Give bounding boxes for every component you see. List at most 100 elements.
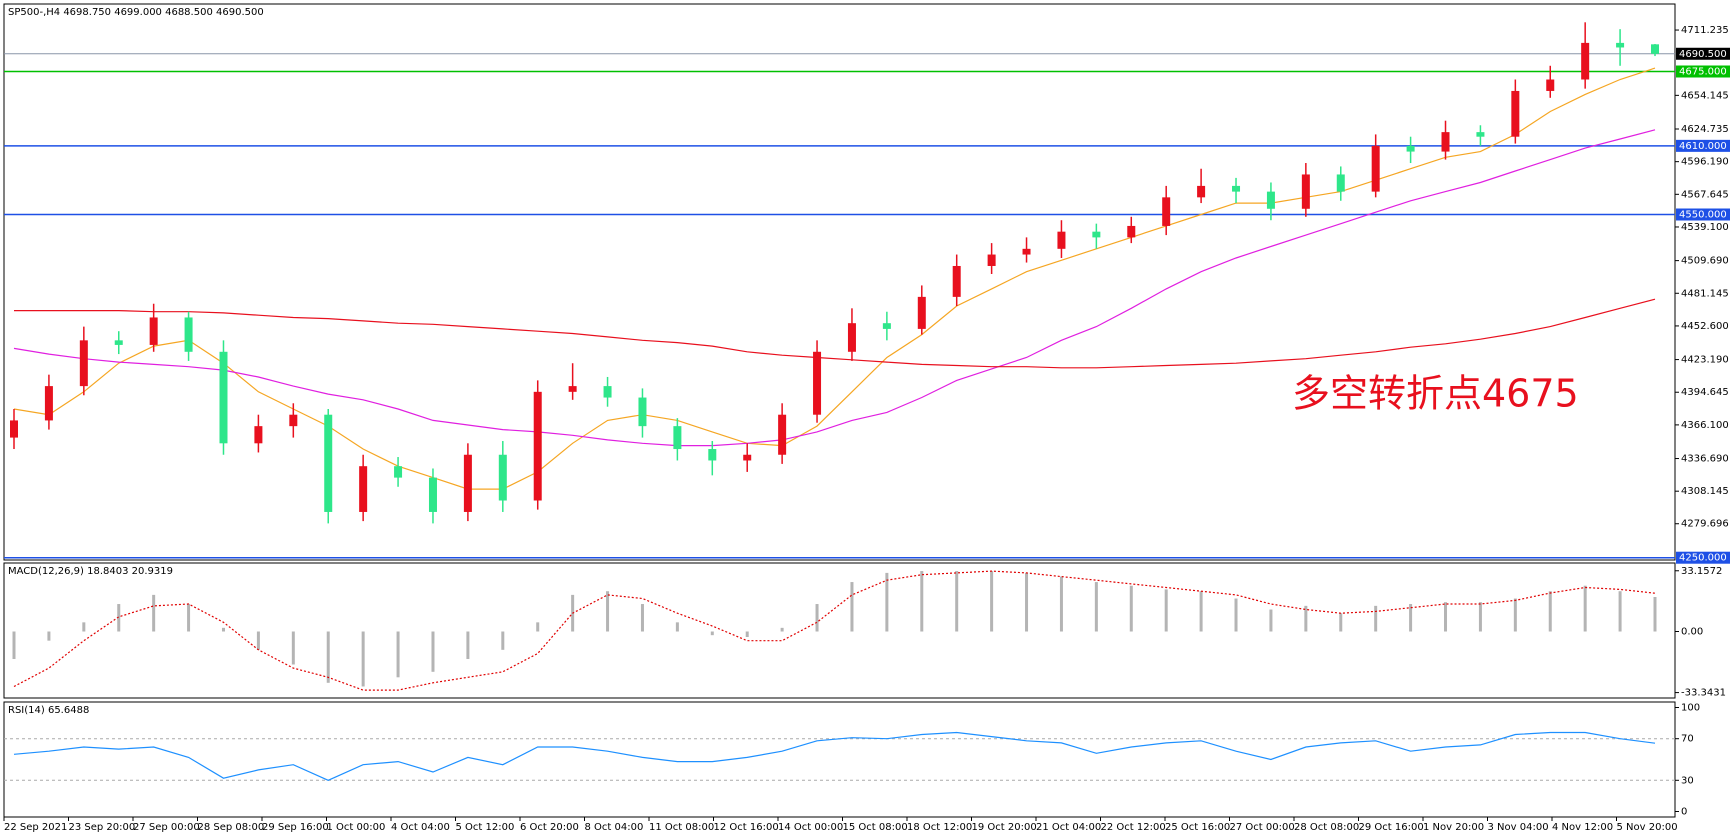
moving-average xyxy=(14,298,1656,369)
candle-body xyxy=(10,420,18,438)
macd-bar xyxy=(850,582,854,632)
candle-body xyxy=(1127,225,1136,238)
macd-bar xyxy=(466,631,470,659)
macd-bar xyxy=(1234,598,1238,632)
x-tick-label: 22 Sep 2021 xyxy=(4,822,67,833)
macd-bar xyxy=(990,571,994,632)
macd-bar xyxy=(1478,602,1482,632)
macd-bar xyxy=(1618,591,1622,632)
macd-bar xyxy=(1199,591,1203,632)
candle-body xyxy=(254,426,263,444)
candle-body xyxy=(1616,42,1625,48)
x-tick-label: 12 Oct 16:00 xyxy=(714,822,779,833)
macd-bar xyxy=(536,622,540,632)
candle-body xyxy=(708,449,717,461)
level-label: 4550.000 xyxy=(1679,210,1727,221)
macd-bar xyxy=(1583,585,1587,632)
macd-bar xyxy=(1548,591,1552,632)
x-tick-label: 27 Oct 00:00 xyxy=(1230,822,1295,833)
x-tick-label: 22 Oct 12:00 xyxy=(1101,822,1166,833)
y-tick-label: 4279.696 xyxy=(1681,519,1729,530)
x-tick-label: 18 Oct 12:00 xyxy=(907,822,972,833)
candle-body xyxy=(1232,185,1241,192)
macd-bar xyxy=(12,631,16,659)
panel-title: MACD(12,26,9) 18.8403 20.9319 xyxy=(8,566,173,577)
x-tick-label: 11 Oct 08:00 xyxy=(649,822,714,833)
candle-body xyxy=(219,351,228,444)
macd-bar xyxy=(1059,576,1063,632)
macd-bar xyxy=(1025,572,1029,632)
x-tick-label: 3 Nov 04:00 xyxy=(1488,822,1549,833)
macd-bar xyxy=(815,604,819,632)
macd-bar xyxy=(885,572,889,632)
y-tick-label: 0.00 xyxy=(1681,627,1703,638)
candle-body xyxy=(1022,248,1031,255)
candle-body xyxy=(952,265,961,297)
y-tick-label: 4452.600 xyxy=(1681,321,1729,332)
macd-bar xyxy=(1094,582,1098,632)
macd-bar xyxy=(1129,585,1133,632)
candle-body xyxy=(1441,132,1450,152)
candle-body xyxy=(394,466,403,478)
macd-bar xyxy=(675,622,679,632)
macd-bar xyxy=(640,604,644,632)
macd-bar xyxy=(396,631,400,678)
y-tick-label: 4308.145 xyxy=(1681,486,1729,497)
candle-body xyxy=(533,391,542,501)
last-price-label: 4690.500 xyxy=(1679,49,1727,60)
macd-bar xyxy=(1409,604,1413,632)
candle-body xyxy=(743,454,752,461)
level-label-box xyxy=(1676,65,1730,78)
candle-body xyxy=(882,323,891,329)
macd-signal xyxy=(13,570,1656,691)
y-tick-label: 30 xyxy=(1681,775,1694,786)
candle-body xyxy=(603,386,612,398)
x-tick-label: 27 Sep 00:00 xyxy=(133,822,200,833)
level-label-box xyxy=(1676,208,1730,221)
macd-bar xyxy=(1653,596,1657,632)
y-tick-label: 4539.100 xyxy=(1681,222,1729,233)
candle-body xyxy=(847,323,856,352)
y-tick-label: -33.3431 xyxy=(1681,688,1726,699)
macd-bar xyxy=(1513,598,1517,632)
macd-bar xyxy=(431,631,435,672)
macd-bar xyxy=(780,627,784,632)
y-tick-label: 0 xyxy=(1681,806,1687,817)
candle-body xyxy=(1092,231,1101,238)
level-label: 4675.000 xyxy=(1679,66,1727,77)
candle-body xyxy=(1336,174,1345,192)
candle-body xyxy=(1511,90,1520,137)
macd-bar xyxy=(1444,602,1448,632)
level-label: 4250.000 xyxy=(1679,553,1727,564)
rsi-line xyxy=(13,731,1656,781)
macd-bar xyxy=(221,627,225,632)
panel-title: RSI(14) 65.6488 xyxy=(8,705,89,716)
macd-bar xyxy=(361,631,365,687)
candle-body xyxy=(638,397,647,427)
y-tick-label: 4366.100 xyxy=(1681,420,1729,431)
x-tick-label: 15 Oct 08:00 xyxy=(843,822,908,833)
x-tick-label: 1 Nov 20:00 xyxy=(1423,822,1484,833)
macd-bar xyxy=(745,631,749,638)
macd-bar xyxy=(117,604,121,632)
macd-bar xyxy=(1269,609,1273,632)
y-tick-label: 4481.145 xyxy=(1681,288,1729,299)
macd-bar xyxy=(1164,589,1168,632)
macd-bar xyxy=(152,594,156,632)
macd-bar xyxy=(326,631,330,683)
x-tick-label: 23 Sep 20:00 xyxy=(69,822,136,833)
macd-bar xyxy=(187,604,191,632)
panel-title: SP500-,H4 4698.750 4699.000 4688.500 469… xyxy=(8,7,264,18)
candle-body xyxy=(463,454,472,512)
candle-body xyxy=(289,414,298,427)
y-tick-label: 4394.645 xyxy=(1681,387,1729,398)
candle-body xyxy=(568,386,577,392)
panel-frame xyxy=(3,3,1676,561)
macd-bar xyxy=(82,622,86,632)
x-tick-label: 28 Sep 08:00 xyxy=(198,822,265,833)
x-tick-label: 8 Oct 04:00 xyxy=(585,822,644,833)
x-tick-label: 21 Oct 04:00 xyxy=(1036,822,1101,833)
macd-bar xyxy=(710,631,714,636)
candle-body xyxy=(428,477,437,512)
